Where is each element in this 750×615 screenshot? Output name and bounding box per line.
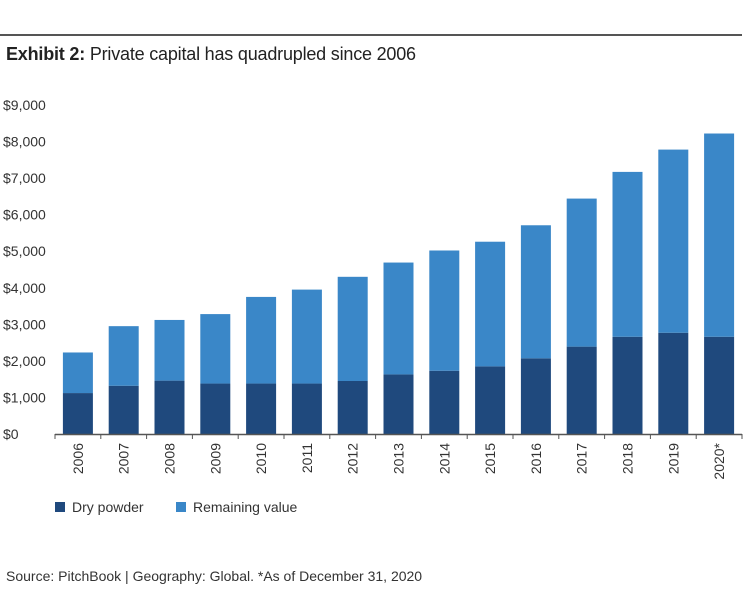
bar-dry-powder <box>566 346 597 434</box>
bar-dry-powder <box>429 370 460 434</box>
legend-swatch-remaining-value <box>176 502 186 512</box>
bar-dry-powder <box>246 383 277 434</box>
x-tick-label: 2019 <box>665 443 681 474</box>
bar-remaining-value <box>246 296 277 384</box>
bar-dry-powder <box>200 383 231 434</box>
bar-remaining-value <box>62 352 93 394</box>
bar-remaining-value <box>566 198 597 347</box>
bar-remaining-value <box>154 319 185 381</box>
bar-remaining-value <box>108 326 139 386</box>
bar-dry-powder <box>62 393 93 434</box>
bar-remaining-value <box>520 225 551 359</box>
x-tick-label: 2006 <box>70 443 86 474</box>
bar-remaining-value <box>337 276 368 381</box>
bar-dry-powder <box>337 380 368 434</box>
bar-dry-powder <box>383 374 414 434</box>
y-tick-label: $6,000 <box>3 207 46 223</box>
top-rule <box>0 34 742 36</box>
x-tick-label: 2020* <box>711 442 727 479</box>
bar-remaining-value <box>291 289 322 384</box>
bar-dry-powder <box>520 358 551 434</box>
x-tick-label: 2009 <box>207 443 223 474</box>
x-tick-label: 2017 <box>574 443 590 474</box>
chart-title: Exhibit 2: Private capital has quadruple… <box>6 44 416 65</box>
y-tick-label: $0 <box>3 426 19 442</box>
bar-dry-powder <box>658 332 689 434</box>
y-tick-label: $9,000 <box>3 97 46 113</box>
bar-dry-powder <box>108 385 139 434</box>
x-tick-label: 2010 <box>253 443 269 474</box>
y-tick-label: $4,000 <box>3 280 46 296</box>
x-tick-label: 2011 <box>299 443 315 473</box>
bar-remaining-value <box>475 241 506 367</box>
bar-dry-powder <box>154 380 185 434</box>
y-tick-label: $2,000 <box>3 353 46 369</box>
bar-remaining-value <box>704 133 735 337</box>
x-tick-label: 2007 <box>116 443 132 474</box>
legend-swatch-dry-powder <box>55 502 65 512</box>
bar-remaining-value <box>658 149 689 333</box>
x-tick-label: 2014 <box>436 443 452 474</box>
legend-label-remaining-value: Remaining value <box>193 499 297 515</box>
legend-label-dry-powder: Dry powder <box>72 499 144 515</box>
source-note: Source: PitchBook | Geography: Global. *… <box>6 568 423 584</box>
y-tick-label: $5,000 <box>3 243 46 259</box>
bar-dry-powder <box>612 336 643 434</box>
bar-dry-powder <box>704 336 735 434</box>
bar-dry-powder <box>291 383 322 434</box>
y-tick-label: $7,000 <box>3 170 46 186</box>
exhibit-label: Exhibit 2: <box>6 44 86 64</box>
x-tick-label: 2013 <box>391 443 407 474</box>
y-tick-label: $3,000 <box>3 316 46 332</box>
x-tick-label: 2016 <box>528 443 544 474</box>
stacked-bar-chart: $0 $1,000 $2,000 $3,000 $4,000 $5,000 $6,000 $7… <box>3 97 743 515</box>
bar-remaining-value <box>383 262 414 375</box>
y-tick-label: $8,000 <box>3 134 46 150</box>
x-tick-label: 2008 <box>162 443 178 474</box>
bar-remaining-value <box>612 171 643 337</box>
x-tick-label: 2012 <box>345 443 361 474</box>
x-tick-label: 2015 <box>482 443 498 474</box>
bar-remaining-value <box>200 314 231 384</box>
bar-remaining-value <box>429 250 460 371</box>
bar-dry-powder <box>475 366 506 434</box>
y-tick-label: $1,000 <box>3 389 46 405</box>
x-tick-label: 2018 <box>620 443 636 474</box>
title-text: Private capital has quadrupled since 200… <box>89 44 416 64</box>
